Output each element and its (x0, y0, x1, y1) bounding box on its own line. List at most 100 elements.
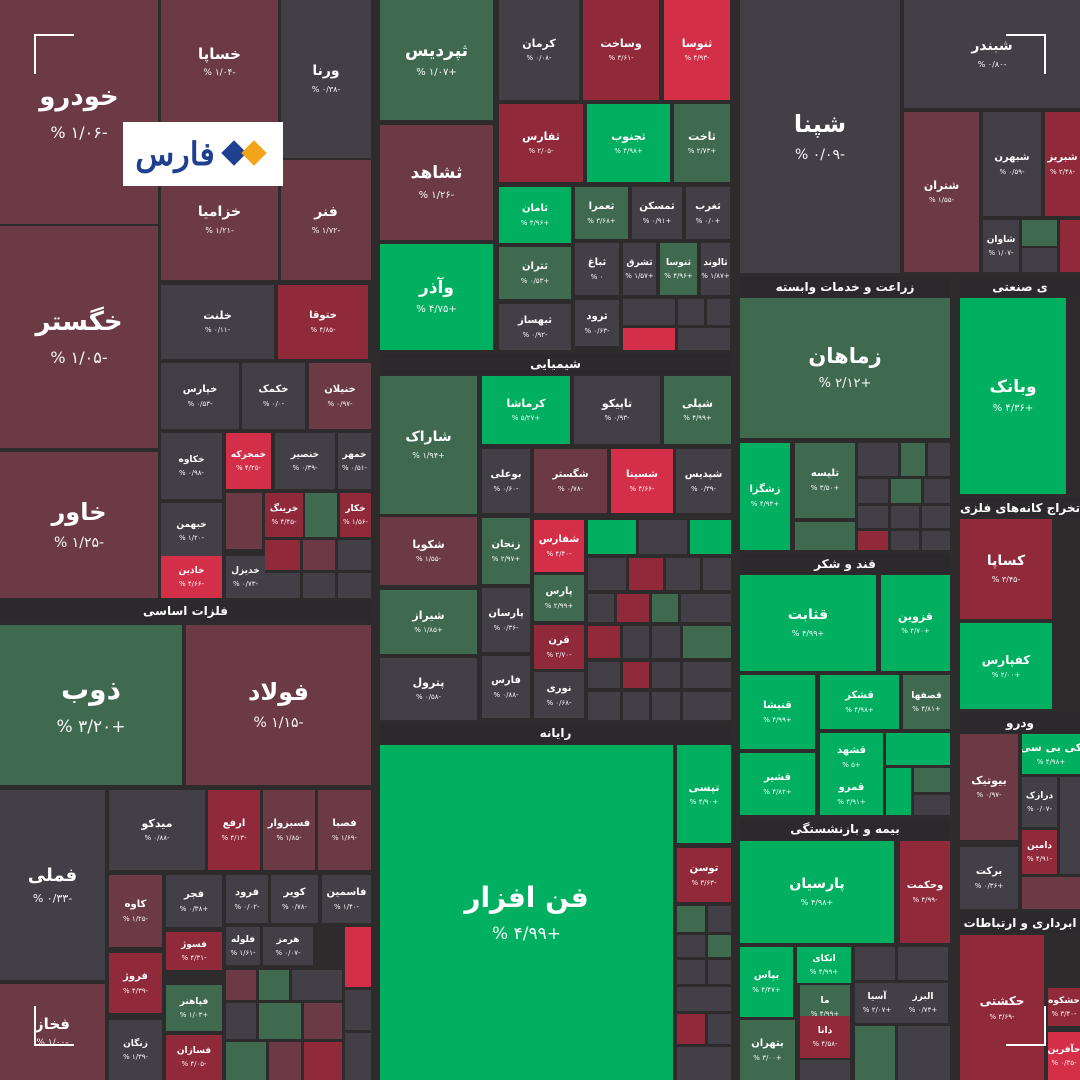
treemap-tile[interactable]: پترول -۰/۵۸ % (380, 658, 477, 720)
treemap-tile[interactable]: فملی -۰/۳۳ % (0, 790, 105, 980)
treemap-cell[interactable] (345, 927, 371, 987)
treemap-tile[interactable]: ثاخت +۲/۷۳ % (674, 104, 730, 182)
treemap-cell[interactable] (1060, 777, 1080, 874)
treemap-cell[interactable] (338, 540, 371, 570)
treemap-tile[interactable]: حکشتی -۳/۶۹ % (960, 935, 1044, 1080)
treemap-cell[interactable] (901, 443, 925, 476)
treemap-tile[interactable]: ذوب +۳/۲۰ % (0, 625, 182, 785)
treemap-tile[interactable]: قرن -۲/۷۰ % (534, 625, 584, 669)
treemap-cell[interactable] (345, 1033, 371, 1080)
treemap-tile[interactable]: حشکوه -۳/۴۰ % (1048, 988, 1080, 1026)
treemap-cell[interactable] (690, 520, 731, 554)
treemap-tile[interactable]: نوری -۰/۶۸ % (534, 672, 584, 718)
treemap-tile[interactable]: فصبا -۱/۶۹ % (318, 790, 371, 870)
treemap-cell[interactable] (1022, 248, 1057, 272)
treemap-cell[interactable] (1022, 220, 1057, 246)
treemap-tile[interactable]: شفارس -۴/۴۰ % (534, 520, 584, 572)
treemap-tile[interactable]: زماهان +۲/۱۲ % (740, 298, 950, 438)
treemap-tile[interactable]: خاذین -۴/۶۶ % (161, 556, 222, 598)
treemap-tile[interactable]: زنگان -۱/۳۹ % (109, 1020, 162, 1080)
treemap-cell[interactable] (677, 987, 731, 1011)
treemap-cell[interactable] (703, 558, 731, 590)
treemap-tile[interactable]: شگستر -۰/۷۸ % (534, 449, 607, 513)
treemap-tile[interactable]: خکار -۱/۵۶ % (340, 493, 371, 537)
treemap-cell[interactable] (677, 1047, 731, 1080)
treemap-tile[interactable]: تلیسه +۳/۵۰ % (795, 443, 855, 518)
treemap-cell[interactable] (652, 626, 680, 658)
treemap-cell[interactable] (226, 1042, 266, 1080)
treemap-tile[interactable]: بیوتیک -۰/۹۷ % (960, 734, 1018, 840)
treemap-tile[interactable]: ثشاهد -۱/۲۶ % (380, 125, 493, 240)
treemap-tile[interactable]: بپاس +۴/۴۷ % (740, 947, 793, 1017)
treemap-tile[interactable]: کفپارس +۲/۰۰ % (960, 623, 1052, 709)
treemap-tile[interactable]: ثجنوب +۴/۹۸ % (587, 104, 670, 182)
treemap-tile[interactable]: خلنت -۰/۱۱ % (161, 285, 274, 359)
treemap-cell[interactable] (922, 506, 950, 528)
treemap-tile[interactable]: خکمک -۰/۰ % (242, 363, 305, 429)
treemap-cell[interactable] (708, 935, 731, 957)
treemap-tile[interactable]: شبهرن -۰/۵۹ % (983, 112, 1041, 216)
treemap-cell[interactable] (617, 594, 649, 622)
treemap-tile[interactable]: شتران -۱/۵۵ % (904, 112, 979, 272)
treemap-cell[interactable] (898, 1026, 950, 1080)
treemap-cell[interactable] (683, 662, 731, 688)
treemap-cell[interactable] (678, 328, 730, 350)
treemap-tile[interactable]: خکاوه -۰/۹۸ % (161, 433, 222, 499)
treemap-tile[interactable]: ختوقا -۴/۸۵ % (278, 285, 368, 359)
treemap-cell[interactable] (292, 970, 342, 1000)
treemap-cell[interactable] (677, 960, 705, 984)
treemap-tile[interactable]: فسازان -۴/۰۵ % (166, 1035, 222, 1080)
treemap-cell[interactable] (305, 493, 337, 537)
treemap-cell[interactable] (623, 328, 675, 350)
treemap-cell[interactable] (922, 531, 950, 550)
treemap-tile[interactable]: شاوان -۱/۰۷ % (983, 220, 1019, 272)
treemap-tile[interactable]: کاوه -۱/۲۵ % (109, 875, 162, 947)
treemap-tile[interactable]: ثتران +۰/۵۳ % (499, 247, 571, 299)
treemap-cell[interactable] (639, 520, 687, 554)
treemap-cell[interactable] (891, 479, 921, 503)
treemap-tile[interactable]: وبانک +۴/۳۶ % (960, 298, 1066, 494)
treemap-tile[interactable]: ثبهساز -۰/۹۲ % (499, 304, 571, 350)
treemap-tile[interactable]: فسوژ -۴/۳۱ % (166, 932, 222, 970)
treemap-cell[interactable] (588, 662, 620, 688)
treemap-cell[interactable] (588, 594, 614, 622)
treemap-cell[interactable] (623, 662, 649, 688)
treemap-cell[interactable] (1022, 877, 1080, 909)
treemap-tile[interactable]: خاور -۱/۲۵ % (0, 452, 158, 598)
treemap-cell[interactable] (677, 1014, 705, 1044)
treemap-cell[interactable] (652, 594, 678, 622)
treemap-cell[interactable] (677, 906, 705, 932)
treemap-tile[interactable]: هرمز -۰/۰۷ % (263, 927, 313, 965)
treemap-cell[interactable] (652, 692, 680, 720)
treemap-cell[interactable] (677, 935, 705, 957)
treemap-tile[interactable]: پارسان -۰/۳۶ % (482, 588, 530, 652)
treemap-tile[interactable]: خودرو -۱/۰۶ % (0, 0, 158, 224)
treemap-tile[interactable]: کرماشا +۵/۲۷ % (482, 376, 570, 444)
treemap-tile[interactable]: خگستر -۱/۰۵ % (0, 226, 158, 448)
treemap-tile[interactable]: فنر -۱/۷۲ % (281, 160, 371, 280)
treemap-tile[interactable]: فرود -۰/۰۲ % (226, 875, 268, 923)
treemap-cell[interactable] (623, 626, 649, 658)
treemap-tile[interactable]: خمهر -۰/۵۱ % (338, 433, 371, 489)
treemap-cell[interactable] (303, 540, 335, 570)
treemap-cell[interactable] (629, 558, 663, 590)
treemap-tile[interactable]: ثباغ ۰ % (575, 243, 619, 295)
treemap-cell[interactable] (588, 692, 620, 720)
treemap-tile[interactable]: وحکمت -۴/۹۹ % (900, 841, 950, 943)
treemap-cell[interactable] (800, 1060, 850, 1080)
treemap-cell[interactable] (858, 479, 888, 503)
treemap-cell[interactable] (914, 795, 950, 815)
treemap-tile[interactable]: فروژ -۴/۳۹ % (109, 953, 162, 1013)
treemap-tile[interactable]: قشکر +۴/۹۸ % (820, 675, 899, 729)
treemap-cell[interactable] (858, 531, 888, 550)
treemap-tile[interactable]: شکویا -۱/۵۵ % (380, 517, 477, 585)
treemap-tile[interactable]: کی بی سی +۴/۹۸ % (1022, 734, 1080, 774)
treemap-tile[interactable]: ثعمرا +۳/۶۸ % (575, 187, 628, 239)
treemap-tile[interactable]: خنیلان -۰/۹۷ % (309, 363, 371, 429)
treemap-tile[interactable]: فلوله -۱/۶۱ % (226, 927, 260, 965)
treemap-tile[interactable]: آسیا +۲/۰۷ % (855, 983, 899, 1023)
treemap-cell[interactable] (898, 947, 948, 980)
treemap-cell[interactable] (914, 768, 950, 792)
treemap-tile[interactable]: فسبزوار -۱/۸۵ % (263, 790, 315, 870)
treemap-tile[interactable]: فجر +۰/۳۸ % (166, 875, 222, 927)
